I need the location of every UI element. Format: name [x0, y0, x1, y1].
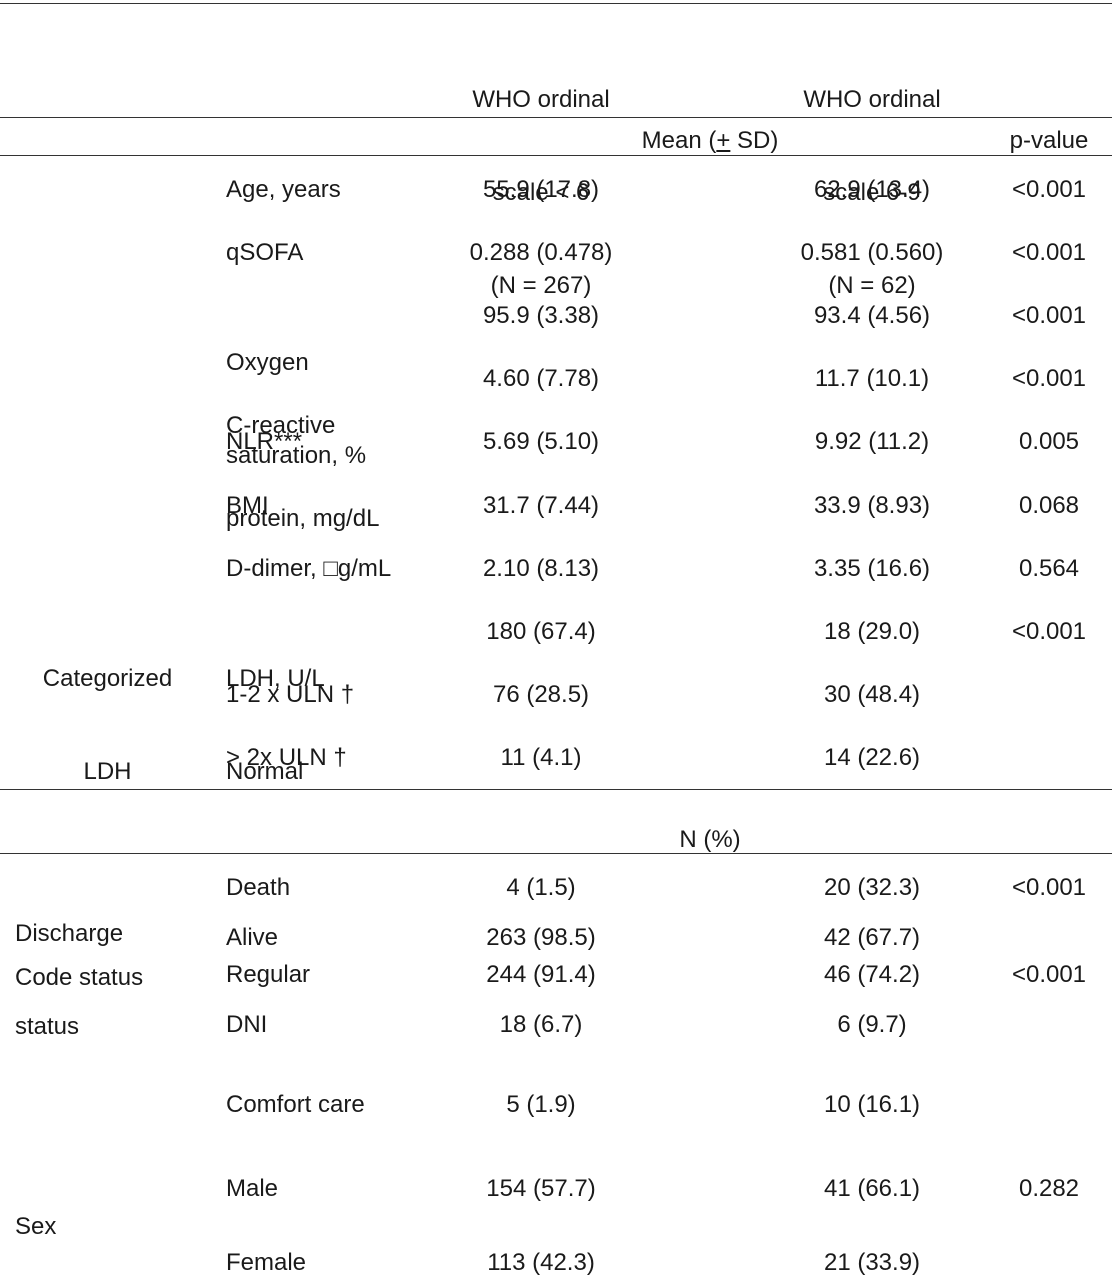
row-label: LDH, U/L Normal	[226, 601, 325, 849]
group-a-value: 5 (1.9)	[506, 1091, 576, 1118]
p-value: 0.068	[1018, 492, 1080, 519]
group-a-value: 4.60 (7.78)	[482, 365, 600, 392]
row-label: Oxygen saturation, %	[226, 285, 366, 533]
p-value: <0.001	[1011, 618, 1087, 645]
p-value: <0.001	[1011, 365, 1087, 392]
group-b-value: 11.7 (10.1)	[814, 365, 930, 392]
group-a-value: 4 (1.5)	[506, 874, 576, 901]
group-label-line: LDH	[83, 758, 132, 785]
row-label: Male	[226, 1175, 279, 1202]
mean-sd-label-post: SD)	[730, 127, 779, 154]
group-b-value: 33.9 (8.93)	[813, 492, 931, 519]
row-label-line: saturation, %	[226, 442, 367, 469]
group-a-value: 55.9 (17.8)	[482, 176, 600, 203]
group-b-value: 41 (66.1)	[823, 1175, 921, 1202]
group-a-value: 113 (42.3)	[487, 1249, 595, 1276]
row-label: qSOFA	[226, 239, 304, 266]
row-label: BMI	[226, 492, 269, 519]
row-label: C-reactive protein, mg/dL	[226, 348, 379, 596]
group-a-value: 31.7 (7.44)	[482, 492, 600, 519]
p-value: <0.001	[1011, 302, 1087, 329]
p-value-header: p-value	[1009, 127, 1089, 154]
group-label-line: status	[15, 1013, 80, 1040]
row-label: 1-2 x ULN †	[226, 681, 355, 708]
p-value: 0.282	[1018, 1175, 1080, 1202]
mean-subheader-rule	[0, 155, 1112, 156]
row-label: > 2x ULN †	[226, 744, 347, 771]
group-b-header-line: scale 6-9	[823, 179, 921, 206]
row-label-line: Normal	[226, 758, 304, 785]
row-label: Death	[226, 874, 291, 901]
mean-sd-subheader: Mean (+ SD)	[560, 125, 860, 156]
p-value: <0.001	[1011, 176, 1087, 203]
top-rule	[0, 3, 1112, 4]
row-label: NLR***	[226, 428, 303, 455]
mean-section-bottom-rule	[0, 789, 1112, 790]
group-b-value: 0.581 (0.560)	[800, 239, 944, 266]
group-label-line: Discharge	[15, 920, 124, 947]
group-b-value: 21 (33.9)	[823, 1249, 921, 1276]
row-label: Comfort care	[226, 1091, 365, 1118]
header-rule	[0, 117, 1112, 118]
row-label-line: Oxygen	[226, 349, 309, 376]
group-b-value: 18 (29.0)	[823, 618, 921, 645]
group-b-value: 93.4 (4.56)	[813, 302, 931, 329]
p-value: 0.005	[1018, 428, 1080, 455]
group-a-value: 76 (28.5)	[492, 681, 590, 708]
row-label: Female	[226, 1249, 307, 1276]
group-a-value: 11 (4.1)	[500, 744, 582, 771]
group-a-header-line: (N = 267)	[490, 272, 592, 299]
group-b-header-line: (N = 62)	[828, 272, 916, 299]
group-b-value: 6 (9.7)	[837, 1011, 907, 1038]
group-b-value: 3.35 (16.6)	[813, 555, 931, 582]
group-a-value: 18 (6.7)	[499, 1011, 583, 1038]
group-a-value: 244 (91.4)	[486, 961, 596, 988]
group-a-value: 5.69 (5.10)	[482, 428, 600, 455]
row-label: Alive	[226, 924, 279, 951]
group-b-value: 14 (22.6)	[823, 744, 921, 771]
group-a-value: 95.9 (3.38)	[482, 302, 600, 329]
row-label: Regular	[226, 961, 311, 988]
group-b-value: 30 (48.4)	[823, 681, 921, 708]
group-b-header: WHO ordinal scale 6-9 (N = 62)	[762, 22, 982, 363]
n-subheader-rule	[0, 853, 1112, 854]
mean-sd-label-pre: Mean (	[641, 127, 717, 154]
row-label-line: LDH, U/L	[226, 665, 325, 692]
n-percent-subheader: N (%)	[679, 826, 741, 853]
group-a-header-line: scale < 6	[492, 179, 590, 206]
group-b-value: 42 (67.7)	[823, 924, 921, 951]
group-label-line: Categorized	[42, 665, 173, 692]
group-a-header: WHO ordinal scale < 6 (N = 267)	[430, 22, 652, 363]
group-b-value: 20 (32.3)	[823, 874, 921, 901]
group-label-sex: Sex	[15, 1213, 57, 1240]
row-label: Age, years	[226, 176, 341, 203]
group-label-discharge-status: Discharge status	[15, 856, 123, 1104]
row-label-line: protein, mg/dL	[226, 505, 380, 532]
group-a-value: 263 (98.5)	[486, 924, 596, 951]
group-a-header-line: WHO ordinal	[472, 86, 610, 113]
plus-minus-sign: +	[716, 127, 731, 154]
group-a-value: 154 (57.7)	[486, 1175, 596, 1202]
group-a-value: 180 (67.4)	[486, 618, 596, 645]
group-a-value: 0.288 (0.478)	[469, 239, 613, 266]
group-b-value: 10 (16.1)	[823, 1091, 921, 1118]
group-b-value: 46 (74.2)	[823, 961, 921, 988]
group-b-value: 62.9 (13.4)	[813, 176, 931, 203]
p-value: <0.001	[1011, 874, 1087, 901]
p-value: 0.564	[1018, 555, 1080, 582]
group-a-value: 2.10 (8.13)	[482, 555, 600, 582]
p-value: <0.001	[1011, 239, 1087, 266]
p-value: <0.001	[1011, 961, 1087, 988]
group-b-header-line: WHO ordinal	[803, 86, 941, 113]
row-label: D-dimer, □g/mL	[226, 555, 392, 582]
row-label-line: C-reactive	[226, 412, 336, 439]
row-label: DNI	[226, 1011, 268, 1038]
group-label-code-status: Code status	[15, 964, 144, 991]
group-label-categorized-ldh: Categorized LDH	[15, 601, 200, 849]
group-b-value: 9.92 (11.2)	[814, 428, 930, 455]
